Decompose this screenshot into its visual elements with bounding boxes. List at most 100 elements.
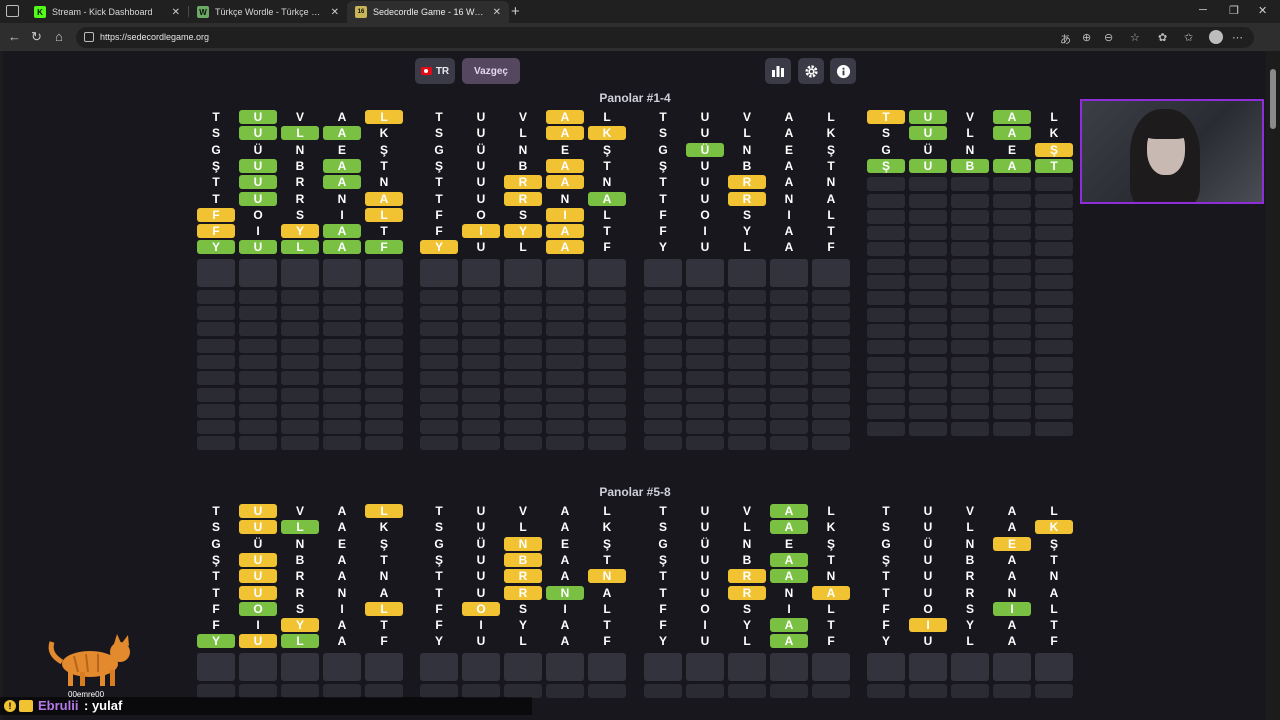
board-tile: B [504,552,542,567]
empty-tile [323,436,361,451]
board-tile: T [1050,552,1058,567]
empty-tile [812,403,850,418]
empty-tile [197,354,235,369]
settings-button[interactable] [798,58,824,84]
empty-tile [812,371,850,386]
empty-tile [951,209,989,224]
board-tile: T [435,585,443,600]
close-tab-icon[interactable]: ✕ [171,6,180,18]
board-tile: I [703,618,707,633]
board-tile: Ü [476,536,486,551]
empty-tile [588,403,626,418]
empty-tile [197,371,235,386]
board-tile: S [434,520,443,535]
empty-tile [951,258,989,273]
empty-tile [281,387,319,402]
zoom-icon[interactable]: ⊕ [1082,32,1092,44]
empty-tile [909,258,947,273]
empty-tile [1035,405,1073,420]
empty-tile [951,242,989,257]
board-tile: Ş [658,158,667,173]
board-tile: V [295,504,304,518]
board-tile: Y [281,224,319,239]
board-tile: U [909,110,947,124]
current-row-tile [239,652,277,681]
board-tile: F [659,618,667,633]
empty-tile [546,354,584,369]
close-window-icon[interactable]: ✕ [1258,5,1268,17]
board-tile: T [380,618,388,633]
board-tile: R [728,585,766,600]
new-tab-icon[interactable]: + [511,3,520,20]
empty-tile [546,387,584,402]
empty-tile [867,683,905,698]
empty-tile [993,242,1031,257]
board-tile: U [700,158,710,173]
empty-tile [909,421,947,436]
close-tab-icon[interactable]: ✕ [330,6,339,18]
board-tile: K [826,126,836,141]
board-tile: A [323,240,361,255]
translate-icon[interactable]: あ [1060,34,1071,46]
board-tile: U [923,585,933,600]
back-icon[interactable]: ← [8,29,21,44]
home-icon[interactable]: ⌂ [55,29,63,44]
refresh-icon[interactable]: ↻ [31,29,42,44]
empty-tile [812,306,850,320]
address-bar[interactable]: https://sedecordlegame.org あ ⊕ ⊖ ☆ ✿ ✩ ⋯ [76,27,1254,48]
scrollbar-thumb[interactable] [1270,69,1276,129]
empty-tile [770,306,808,320]
tracking-icon[interactable]: ⊖ [1104,32,1114,44]
stats-button[interactable] [765,58,791,84]
board-tile: Y [504,224,542,239]
info-button[interactable] [830,58,856,84]
board-tile: U [700,552,710,567]
profile-avatar[interactable] [1209,30,1223,44]
board-tile: A [546,126,584,141]
maximize-icon[interactable]: ❐ [1229,5,1239,17]
empty-tile [867,242,905,257]
board-tile: U [923,634,933,649]
empty-tile [365,420,403,435]
empty-tile [951,307,989,322]
board-tile: T [659,191,667,206]
board-tile: U [476,520,486,535]
minimize-icon[interactable]: ─ [1199,4,1207,16]
empty-tile [197,387,235,402]
favorites-icon[interactable]: ✩ [1184,32,1194,44]
language-button[interactable]: TR [415,58,455,84]
stats-icon [772,66,784,77]
board-tile: Ş [211,158,220,173]
empty-tile [909,242,947,257]
current-row-tile [504,652,542,681]
tab-kick-dashboard[interactable]: K Stream - Kick Dashboard ✕ [26,1,188,23]
board-tile: S [518,207,527,222]
extensions-icon[interactable]: ✿ [1158,32,1168,44]
tab-strip: K Stream - Kick Dashboard ✕ W Türkçe Wor… [0,0,1280,23]
tab-sedecordle[interactable]: 16 Sedecordle Game - 16 Words Wordle ✕ [347,1,509,23]
empty-tile [239,289,277,304]
empty-tile [993,323,1031,338]
favorite-star-icon[interactable]: ☆ [1130,32,1140,44]
board-tile: N [784,191,794,206]
give-up-button[interactable]: Vazgeç [462,58,520,84]
empty-tile [867,209,905,224]
empty-tile [323,420,361,435]
board-tile: A [337,552,347,567]
board-tile: S [295,601,304,616]
url-text: https://sedecordlegame.org [100,32,210,42]
empty-tile [504,387,542,402]
board-tile: V [518,110,527,124]
site-info-icon[interactable] [84,32,94,42]
more-menu-icon[interactable]: ⋯ [1232,32,1243,44]
tab-turkce-wordle[interactable]: W Türkçe Wordle - Türkçe Kelimeler ✕ [189,1,347,23]
board-tile: A [323,126,361,141]
window-menu-icon[interactable] [6,5,19,17]
close-tab-icon[interactable]: ✕ [492,6,501,18]
board-tile: U [700,585,710,600]
board-tile: A [1007,504,1017,518]
scrollbar[interactable] [1266,51,1280,720]
board-tile: Y [881,634,890,649]
board-tile: F [827,634,835,649]
current-row-tile [197,652,235,681]
